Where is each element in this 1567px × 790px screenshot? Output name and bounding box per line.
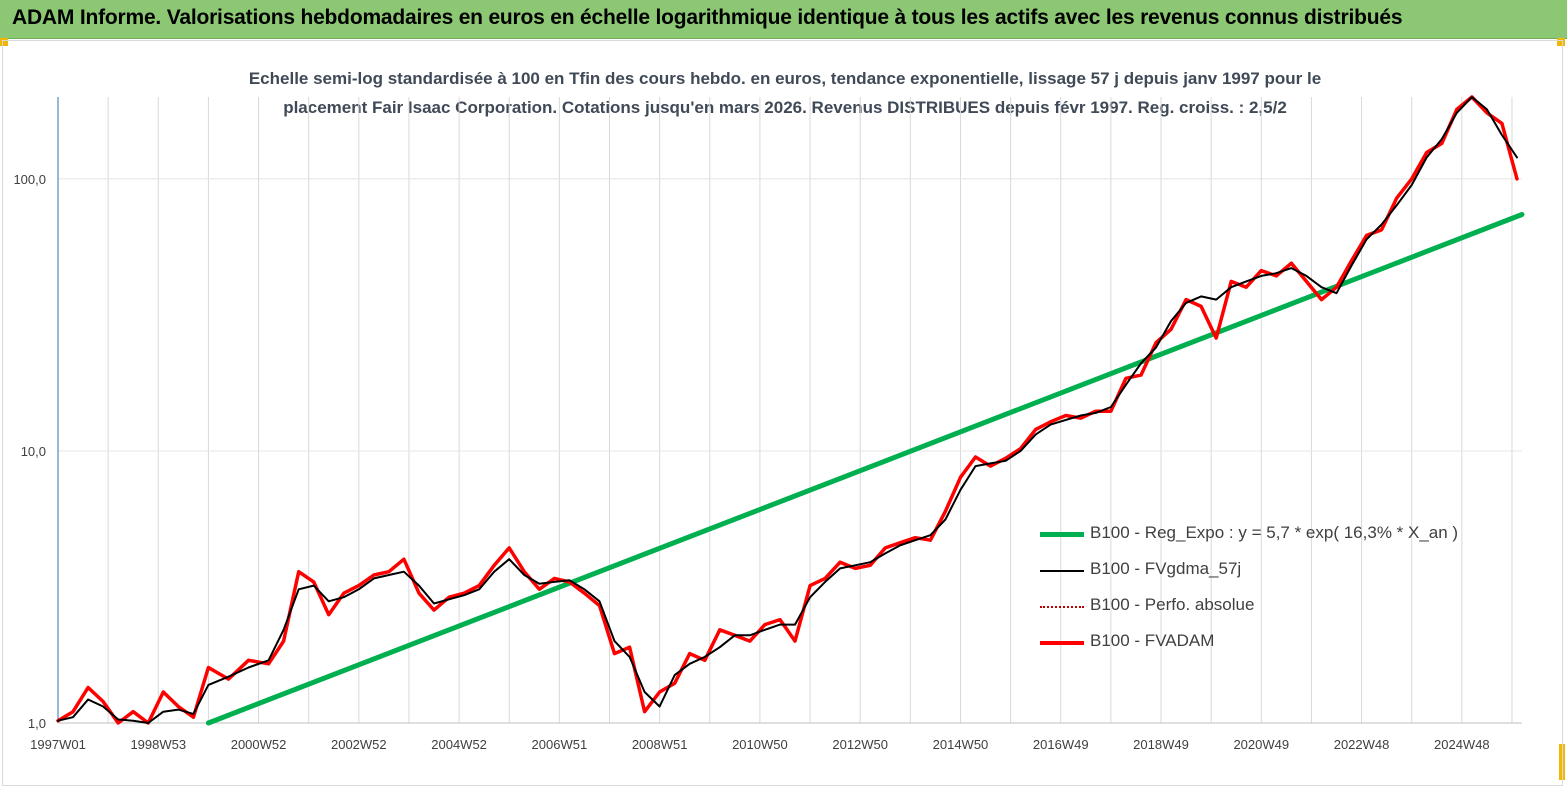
x-tick-label: 2004W52 [431,737,487,752]
x-tick-label: 2018W49 [1133,737,1189,752]
legend-swatch-fvgdma [1040,570,1084,572]
x-tick-label: 2000W52 [231,737,287,752]
x-tick-label: 1998W53 [130,737,186,752]
y-tick-label: 1,0 [28,716,46,731]
x-tick-label: 2020W49 [1233,737,1289,752]
chart-title-line2: placement Fair Isaac Corporation. Cotati… [283,98,1287,117]
header-title: ADAM Informe. Valorisations hebdomadaire… [12,6,1403,29]
header-bar: ADAM Informe. Valorisations hebdomadaire… [0,0,1567,39]
legend-swatch-reg-expo [1040,532,1084,537]
legend-swatch-fvadam [1040,641,1084,645]
series-line-reg [205,212,1525,726]
series-line-gdma [57,96,1518,724]
corner-marker-top-left [0,38,8,46]
y-tick-label: 10,0 [21,444,46,459]
legend-swatch-perfo [1040,606,1084,608]
chart-frame [2,40,1563,786]
series-line-fvadam [56,95,1519,725]
series-layer [56,95,1525,726]
axes: 1997W01 1998W53 2000W52 2002W52 2004W52 2006W… [13,97,1522,752]
x-tick-label: 2010W50 [732,737,788,752]
legend-item-fvgdma: B100 - FVgdma_57j [1040,558,1500,582]
legend-label-reg-expo: B100 - Reg_Expo : y = 5,7 * exp( 16,3% *… [1090,523,1459,542]
x-tick-label: 2006W51 [532,737,588,752]
x-tick-label: 2024W48 [1434,737,1490,752]
legend-label-fvadam: B100 - FVADAM [1090,631,1215,650]
y-tick-label: 100,0 [13,172,46,187]
legend-item-reg-expo: B100 - Reg_Expo : y = 5,7 * exp( 16,3% *… [1040,522,1500,546]
legend-item-fvadam: B100 - FVADAM [1040,630,1500,654]
legend: B100 - Reg_Expo : y = 5,7 * exp( 16,3% *… [1040,518,1500,668]
x-tick-label: 2014W50 [933,737,989,752]
legend-item-perfo: B100 - Perfo. absolue [1040,594,1500,618]
chart-title-line1: Echelle semi-log standardisée à 100 en T… [248,69,1322,88]
corner-marker-top-right [1557,38,1565,46]
x-tick-label: 2022W48 [1334,737,1390,752]
x-tick-label: 2012W50 [832,737,888,752]
x-tick-label: 1997W01 [30,737,86,752]
x-tick-label: 2016W49 [1033,737,1089,752]
legend-label-perfo: B100 - Perfo. absolue [1090,595,1255,614]
x-tick-label: 2008W51 [632,737,688,752]
legend-label-fvgdma: B100 - FVgdma_57j [1090,559,1242,578]
x-tick-label: 2002W52 [331,737,387,752]
